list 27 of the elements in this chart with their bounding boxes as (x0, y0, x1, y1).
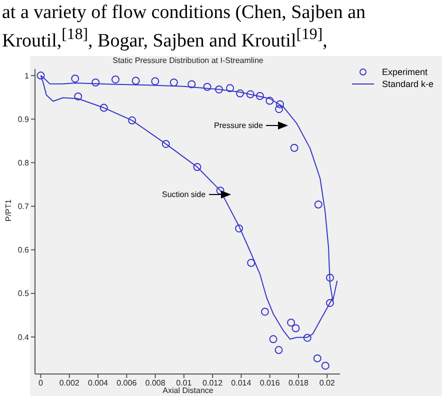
y-tick-label: 0.4 (18, 332, 30, 342)
y-tick-label: 0.9 (18, 114, 30, 124)
text: Kroutil,$^{[18]}$, Bogar, Sajben and Kroutil$^{[19]}$, (2, 25, 328, 52)
x-tick-label: 0.016 (260, 378, 280, 388)
y-axis-title: P/PT1 (4, 198, 13, 222)
annotation: Pressure side (214, 121, 263, 130)
x-axis-title: Axial Distance (162, 386, 214, 395)
x-tick-label: 0.008 (145, 378, 166, 388)
x-tick-label: 0.002 (59, 378, 80, 388)
y-tick-label: 0.6 (18, 246, 30, 255)
x-tick-label: 0.02 (319, 378, 336, 388)
y-tick-label: 0.7 (18, 202, 30, 212)
x-tick-label: 0.01 (176, 378, 192, 388)
y-tick-label: 0.5 (18, 289, 30, 298)
x-tick-label: 0 (38, 378, 44, 388)
x-tick-label: 0.012 (202, 378, 224, 388)
chart-title: Static Pressure Distribution at I-Streamline (112, 56, 264, 65)
y-tick-label: 1 (24, 71, 30, 80)
x-tick-label: 0.018 (288, 378, 310, 388)
x-tick-label: 0.006 (116, 378, 138, 388)
x-tick-label: 0.004 (88, 378, 109, 388)
annotation: Suction side (162, 190, 206, 199)
y-tick-label: 0.8 (18, 158, 30, 168)
text: at a variety of flow conditions (Chen, Sajben an (2, 2, 366, 24)
x-tick-label: 0.014 (231, 378, 252, 388)
legend-label: Experiment (382, 67, 428, 77)
legend-label: Standard k-e (382, 79, 434, 89)
